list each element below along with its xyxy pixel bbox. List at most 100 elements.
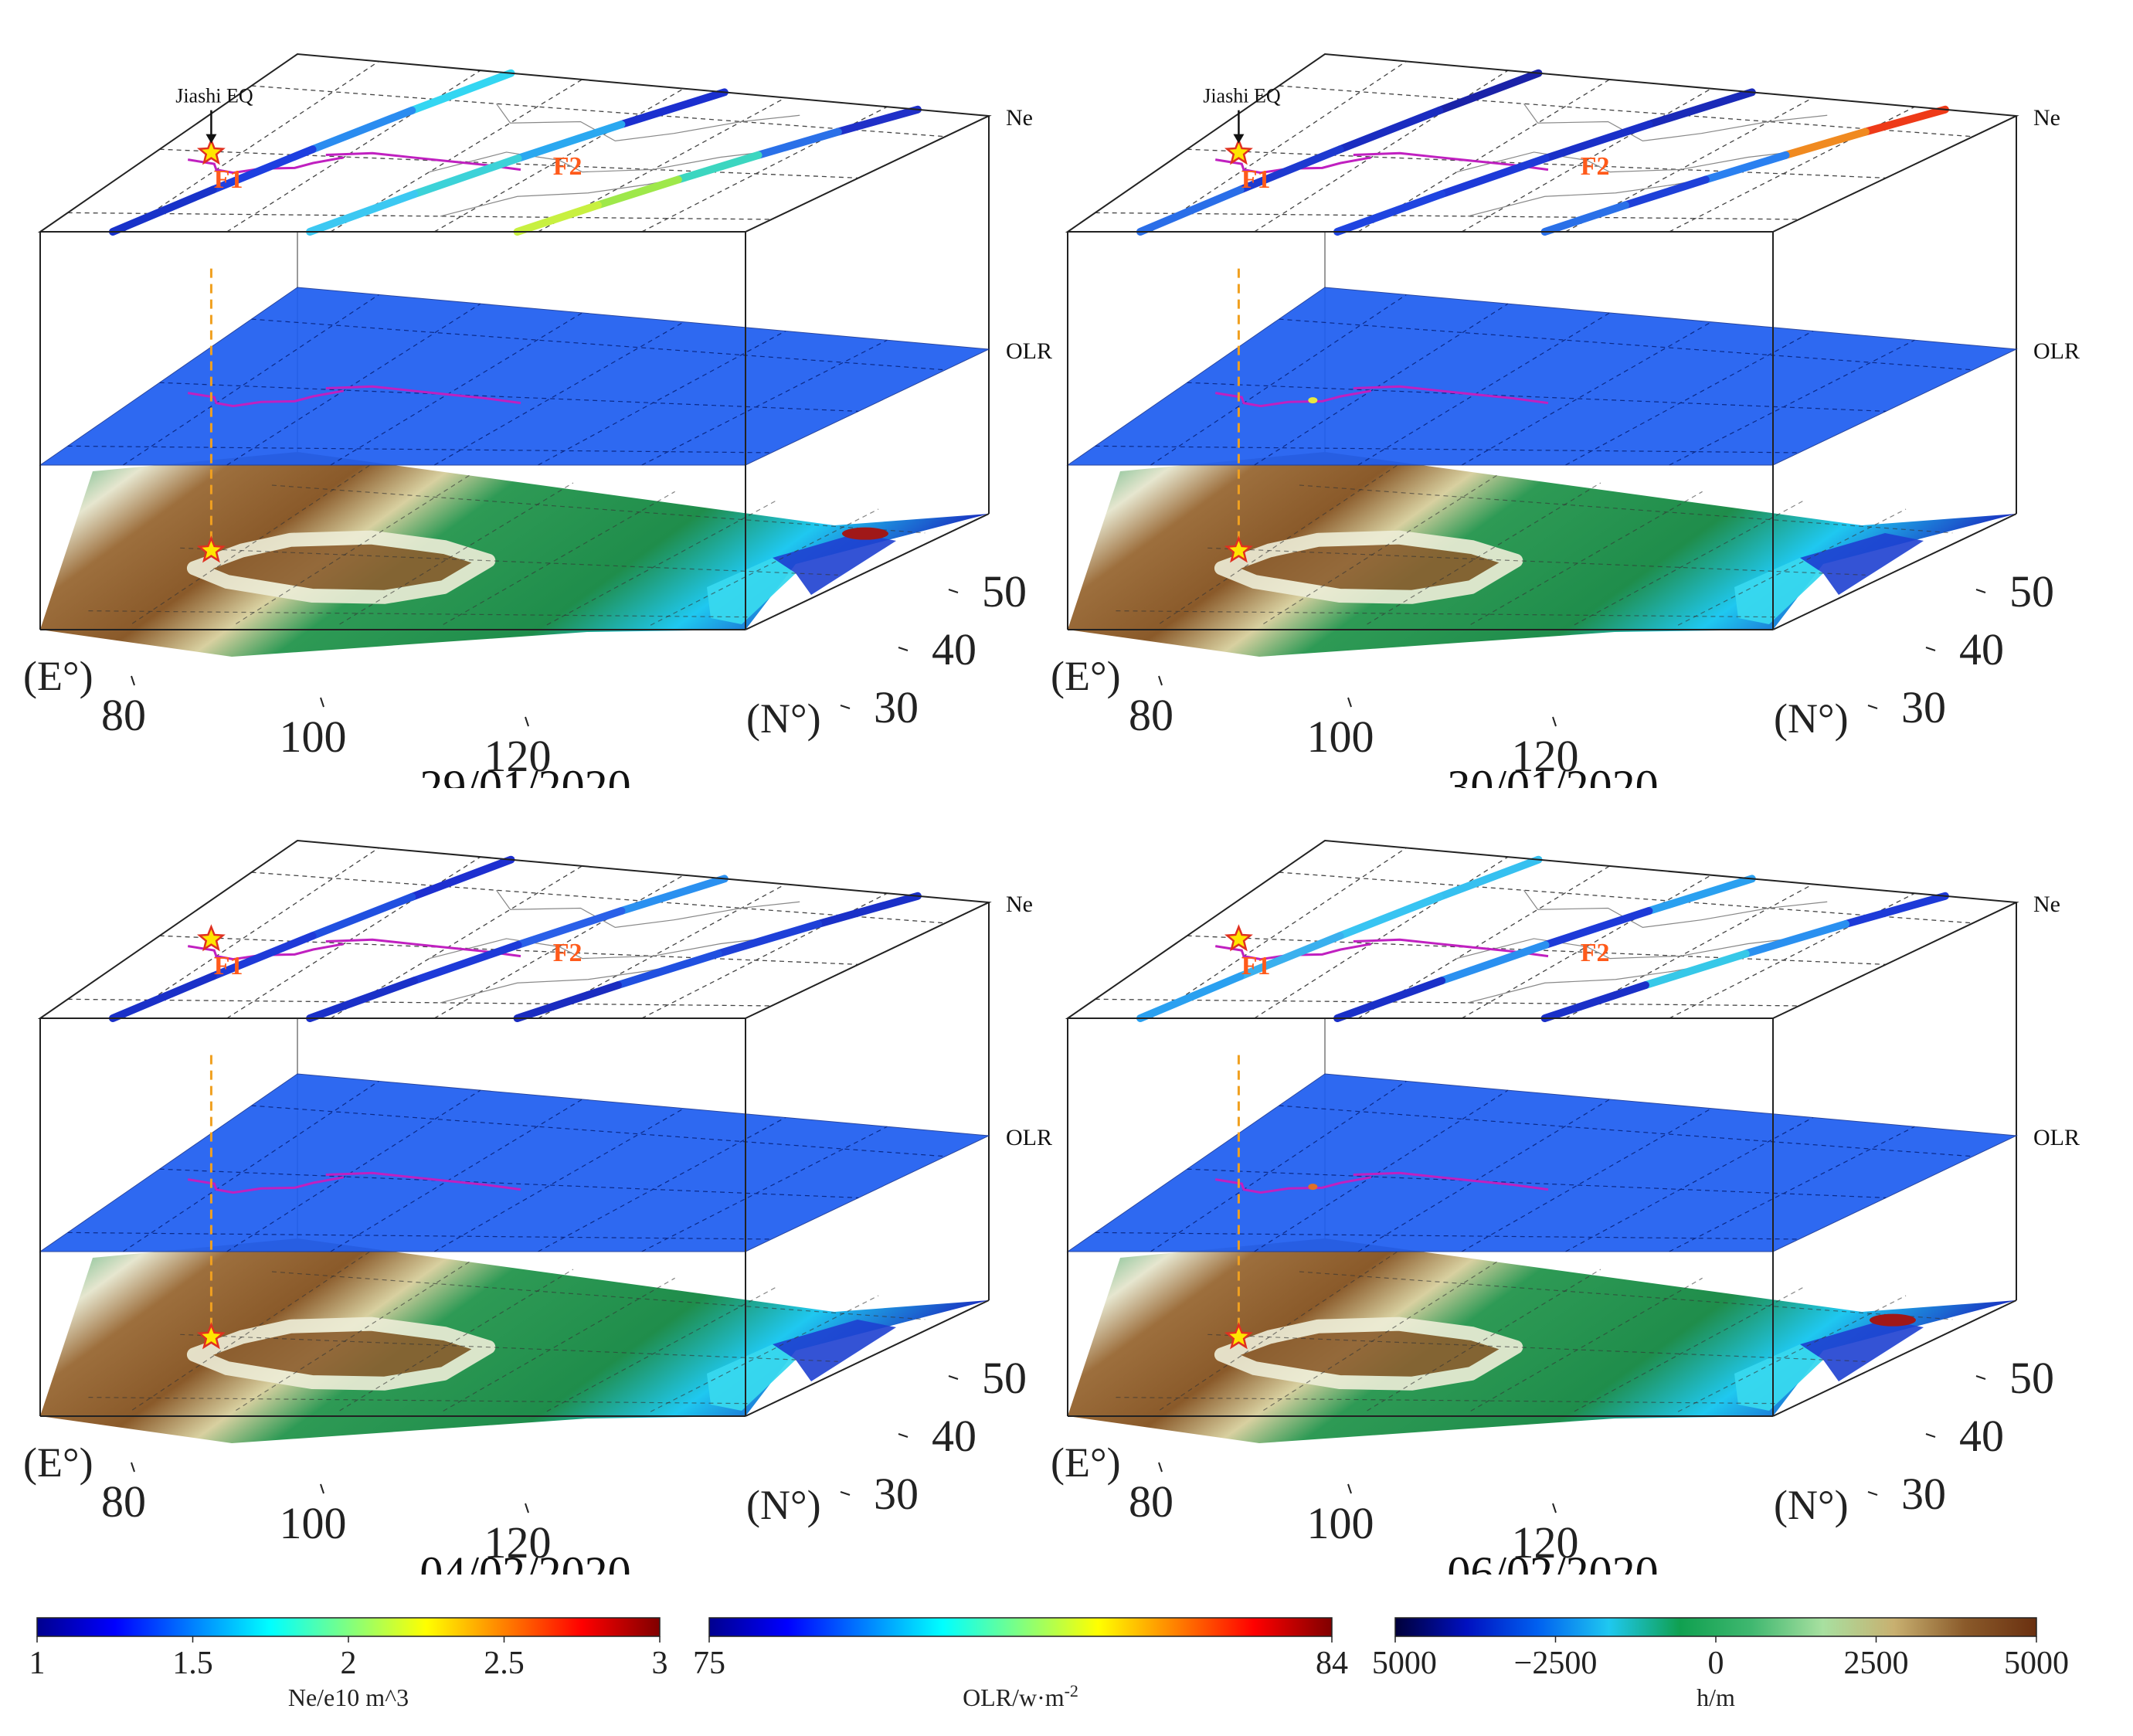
satellite-track-2-segment xyxy=(1541,907,1653,949)
tibet-plateau xyxy=(1214,530,1523,604)
ne-gridline xyxy=(251,85,946,138)
satellite-track-2-segment xyxy=(306,977,419,1022)
province-border xyxy=(429,936,779,960)
lat-axis-unit: (N°) xyxy=(746,695,821,742)
satellite-track-3-segment xyxy=(1701,151,1790,184)
deep-sea xyxy=(773,1320,896,1381)
satellite-track-1-segment xyxy=(209,145,317,194)
olr-gridline xyxy=(1357,1099,1610,1252)
fault-label-f1: F1 xyxy=(1241,165,1271,194)
terrain-gridline xyxy=(1367,1269,1601,1412)
colorbar-tick-label: 0 xyxy=(1708,1646,1724,1681)
satellite-track-2-segment xyxy=(514,121,626,162)
olr-gridline xyxy=(251,1105,946,1157)
lon-tick-label: 120 xyxy=(1512,1517,1579,1568)
panel-p2: Jiashi EQ F1 F2 Ne OLR 80 100 120 50 40 30 (E°) (N°)… xyxy=(1027,0,2094,788)
ne-gridline xyxy=(1279,85,1973,138)
box-top-edges xyxy=(37,839,992,1019)
terrain-gridline xyxy=(1574,1286,1805,1412)
terrain-gridline xyxy=(271,1271,926,1320)
ne-gridline xyxy=(1461,875,1712,1019)
satellite-track-3-segment xyxy=(814,892,922,929)
satellite-track-1-segment xyxy=(209,932,317,980)
lon-tick xyxy=(1158,675,1163,686)
deep-sea xyxy=(1800,1320,1924,1381)
box-edge-bottom-right xyxy=(1772,513,2017,630)
terrain-gridline xyxy=(1263,474,1500,625)
panel-p1: Jiashi EQ F1 F2 Ne OLR 80 100 120 50 40 30 (E°) (N°)… xyxy=(0,0,1066,788)
lat-tick-label: 50 xyxy=(982,1353,1027,1403)
satellite-track-3-segment xyxy=(593,175,682,209)
satellite-track-3-segment xyxy=(1842,892,1949,929)
colorbar-tick-label: 5000 xyxy=(2004,1646,2069,1681)
lat-tick-label: 40 xyxy=(932,624,976,674)
epicenter-star-icon xyxy=(196,138,226,165)
lon-tick xyxy=(525,716,529,727)
colorbar-label-superscript: -2 xyxy=(1065,1681,1078,1700)
lat-tick xyxy=(1925,1433,1936,1438)
fault-label-f1: F1 xyxy=(214,952,243,980)
lat-tick xyxy=(948,589,959,593)
epicenter-star-icon xyxy=(196,1322,226,1350)
lon-tick xyxy=(1158,1462,1163,1473)
lon-tick-label: 100 xyxy=(1307,712,1374,762)
ne-gridline xyxy=(1150,60,1407,233)
ne-gridline xyxy=(67,998,772,1007)
province-border xyxy=(429,149,779,173)
olr-gridline xyxy=(330,1099,582,1252)
terrain-gridline xyxy=(443,491,675,625)
satellite-track-1-segment xyxy=(1136,972,1245,1022)
lat-tick-label: 50 xyxy=(982,566,1027,617)
ne-fault-f1 xyxy=(187,156,345,175)
lon-tick-label: 80 xyxy=(1129,690,1173,740)
ne-gridline xyxy=(433,875,684,1019)
terrain-gridline xyxy=(271,484,926,534)
satellite-track-1-segment xyxy=(108,185,217,236)
olr-gridline xyxy=(1254,303,1509,466)
olr-gridline xyxy=(123,294,379,466)
olr-gridline xyxy=(330,312,582,466)
tibet-plateau xyxy=(186,530,496,604)
epicenter-star-icon xyxy=(1224,535,1253,563)
lon-tick xyxy=(1552,716,1557,727)
lat-tick xyxy=(840,1491,851,1496)
satellite-track-2-segment xyxy=(306,190,419,236)
lat-tick xyxy=(1975,589,1986,593)
lon-axis-unit: (E°) xyxy=(23,653,93,699)
lon-tick xyxy=(1552,1503,1557,1513)
lat-axis-unit: (N°) xyxy=(746,1482,821,1528)
panel-date: 30/01/2020 xyxy=(1447,761,1658,788)
epicenter-arrowhead-icon xyxy=(1233,134,1245,144)
satellite-track-2-segment xyxy=(617,875,729,916)
lon-tick-label: 120 xyxy=(484,731,552,781)
lat-tick-label: 40 xyxy=(1959,1411,2004,1461)
epicenter-star-icon xyxy=(1224,1322,1253,1350)
layer-label-olr: OLR xyxy=(1006,338,1052,364)
shallow-sea xyxy=(1734,1344,1823,1411)
ne-gridline xyxy=(1095,212,1799,220)
terrain-gridline xyxy=(1470,491,1703,625)
tibet-plateau xyxy=(1214,1316,1523,1391)
box-top-edges xyxy=(1065,839,2019,1019)
ne-gridline xyxy=(1357,865,1610,1019)
ne-plane xyxy=(1068,54,2016,232)
olr-gridline xyxy=(123,1080,379,1252)
ne-gridline xyxy=(330,865,582,1019)
terrain-gridline xyxy=(650,508,879,626)
olr-fault-f1 xyxy=(1214,1176,1372,1194)
terrain-gridline xyxy=(1677,508,1907,626)
ne-gridline xyxy=(330,79,582,233)
colorbar-olr: 75 84 OLR/w·m-2 xyxy=(686,1607,1370,1736)
lon-tick-label: 80 xyxy=(101,690,146,740)
lon-tick-label: 100 xyxy=(1307,1498,1374,1548)
lon-axis-unit: (E°) xyxy=(23,1439,93,1486)
lat-tick-label: 40 xyxy=(1959,624,2004,674)
lat-tick-label: 30 xyxy=(1901,1469,1946,1519)
olr-gridline xyxy=(1150,294,1407,466)
olr-gridline xyxy=(641,1126,888,1252)
layer-label-olr: OLR xyxy=(2033,1125,2080,1150)
lat-tick-label: 30 xyxy=(1901,682,1946,732)
